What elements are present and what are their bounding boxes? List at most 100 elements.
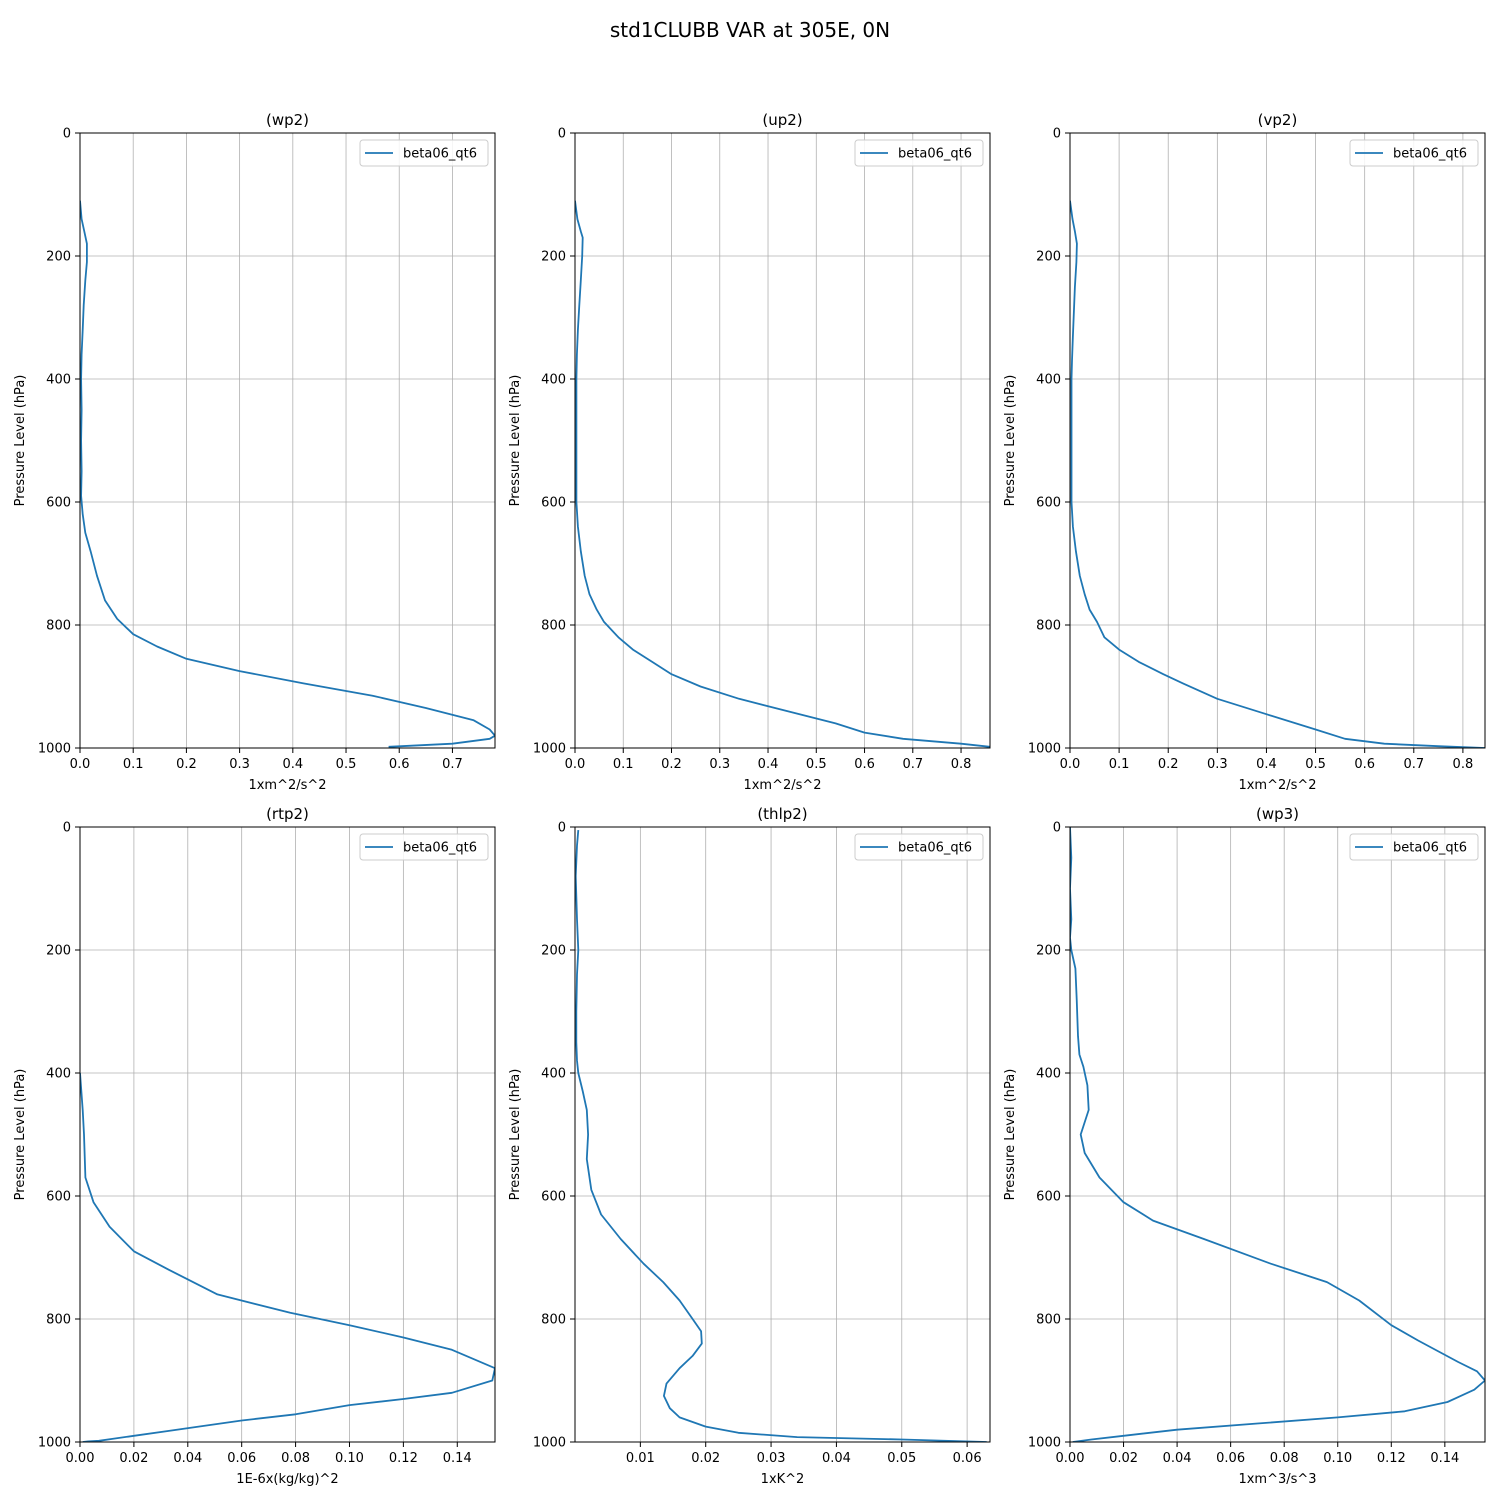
x-tick-label: 0.2 [661, 757, 682, 772]
x-tick-label: 0.10 [1323, 1451, 1352, 1466]
legend: beta06_qt6 [854, 139, 984, 167]
x-tick-label: 0.6 [389, 757, 410, 772]
x-tick-label: 0.5 [1305, 757, 1326, 772]
x-tick-label: 0.2 [1158, 757, 1179, 772]
x-tick-label: 0.1 [123, 757, 144, 772]
x-tick-label: 0.14 [1430, 1451, 1459, 1466]
chart-panel: (up2) 0.0 0.1 0.2 0.3 0.4 0.5 0.6 0.7 0.8 0 200 400 6… [508, 111, 991, 793]
y-axis-label: Pressure Level (hPa) [13, 1069, 28, 1201]
plot-frame [79, 132, 496, 749]
y-tick-label: 800 [1036, 1313, 1061, 1328]
x-tick-label: 0.03 [757, 1451, 786, 1466]
plot-frame [574, 826, 991, 1443]
chart-panel: (thlp2) 0.01 0.02 0.03 0.04 0.05 0.06 0 200 400 60… [508, 805, 991, 1487]
y-tick-label: 200 [1036, 944, 1061, 959]
x-tick-label: 0.6 [1354, 757, 1375, 772]
x-tick-label: 0.02 [119, 1451, 148, 1466]
y-tick-label: 1000 [533, 742, 566, 757]
panel-title: (wp2) [266, 111, 309, 129]
legend-box [1349, 833, 1479, 861]
x-tick-label: 0.4 [1256, 757, 1277, 772]
y-tick-label: 0 [558, 127, 566, 142]
y-tick-label: 600 [46, 1190, 71, 1205]
legend: beta06_qt6 [359, 833, 489, 861]
x-axis-label: 1E-6x(kg/kg)^2 [236, 1472, 338, 1487]
plot-frame [574, 132, 991, 749]
chart-panel: (rtp2) 0.00 0.02 0.04 0.06 0.08 0.10 0.12 0.14 0 2… [13, 805, 496, 1487]
series-line [80, 1072, 495, 1442]
y-tick-label: 1000 [1028, 742, 1061, 757]
x-tick-label: 0.02 [1109, 1451, 1138, 1466]
x-tick-label: 0.5 [806, 757, 827, 772]
panel-title: (vp2) [1258, 111, 1298, 129]
x-tick-label: 0.4 [758, 757, 779, 772]
x-tick-label: 0.02 [691, 1451, 720, 1466]
y-tick-label: 600 [1036, 496, 1061, 511]
y-tick-label: 600 [1036, 1190, 1061, 1205]
y-tick-label: 1000 [38, 1436, 71, 1451]
x-tick-label: 0.12 [1377, 1451, 1406, 1466]
y-tick-label: 400 [541, 1067, 566, 1082]
y-tick-label: 800 [46, 1313, 71, 1328]
y-tick-label: 800 [46, 619, 71, 634]
x-tick-label: 0.12 [389, 1451, 418, 1466]
x-tick-label: 0.06 [953, 1451, 982, 1466]
y-tick-label: 1000 [1028, 1436, 1061, 1451]
legend-label: beta06_qt6 [403, 147, 477, 162]
y-tick-label: 0 [1053, 127, 1061, 142]
legend-box [359, 139, 489, 167]
panel-title: (rtp2) [266, 805, 309, 823]
x-tick-label: 0.0 [1060, 757, 1081, 772]
y-tick-label: 200 [541, 250, 566, 265]
x-tick-label: 0.05 [887, 1451, 916, 1466]
legend-box [1349, 139, 1479, 167]
legend: beta06_qt6 [1349, 139, 1479, 167]
y-tick-label: 1000 [38, 742, 71, 757]
y-tick-label: 200 [46, 944, 71, 959]
legend: beta06_qt6 [1349, 833, 1479, 861]
x-tick-label: 0.4 [282, 757, 303, 772]
legend-label: beta06_qt6 [1393, 841, 1467, 856]
y-tick-label: 800 [1036, 619, 1061, 634]
y-tick-label: 600 [46, 496, 71, 511]
chart-panel: (wp3) 0.00 0.02 0.04 0.06 0.08 0.10 0.12 0.14 0 20… [1003, 805, 1486, 1487]
legend-box [854, 833, 984, 861]
x-tick-label: 0.7 [1403, 757, 1424, 772]
y-tick-label: 600 [541, 496, 566, 511]
x-tick-label: 0.1 [1109, 757, 1130, 772]
x-tick-label: 0.0 [565, 757, 586, 772]
series-line [1070, 827, 1485, 1442]
plot-frame [1069, 826, 1486, 1443]
x-tick-label: 0.8 [1453, 757, 1474, 772]
plot-frame [1069, 132, 1486, 749]
legend-label: beta06_qt6 [898, 147, 972, 162]
panel-title: (thlp2) [757, 805, 807, 823]
series-line [575, 200, 990, 748]
x-tick-label: 0.14 [443, 1451, 472, 1466]
x-axis-label: 1xm^2/s^2 [1238, 778, 1316, 793]
y-axis-label: Pressure Level (hPa) [1003, 1069, 1018, 1201]
panel-title: (up2) [762, 111, 802, 129]
x-tick-label: 0.04 [173, 1451, 202, 1466]
x-tick-label: 0.5 [336, 757, 357, 772]
legend-label: beta06_qt6 [898, 841, 972, 856]
y-tick-label: 0 [558, 821, 566, 836]
panels: (wp2) 0.0 0.1 0.2 0.3 0.4 0.5 0.6 0.7 0 200 400 600 8… [13, 111, 1486, 1487]
y-tick-label: 200 [1036, 250, 1061, 265]
y-tick-label: 400 [541, 373, 566, 388]
x-tick-label: 0.08 [281, 1451, 310, 1466]
x-tick-label: 0.1 [613, 757, 634, 772]
y-tick-label: 0 [63, 821, 71, 836]
y-tick-label: 800 [541, 619, 566, 634]
x-tick-label: 0.04 [822, 1451, 851, 1466]
panel-title: (wp3) [1256, 805, 1299, 823]
plot-frame [79, 826, 496, 1443]
x-tick-label: 0.3 [709, 757, 730, 772]
chart-panel: (vp2) 0.0 0.1 0.2 0.3 0.4 0.5 0.6 0.7 0.8 0 200 400 6… [1003, 111, 1486, 793]
legend-label: beta06_qt6 [403, 841, 477, 856]
series-line [1070, 200, 1485, 748]
y-tick-label: 0 [1053, 821, 1061, 836]
legend-box [359, 833, 489, 861]
x-tick-label: 0.2 [176, 757, 197, 772]
